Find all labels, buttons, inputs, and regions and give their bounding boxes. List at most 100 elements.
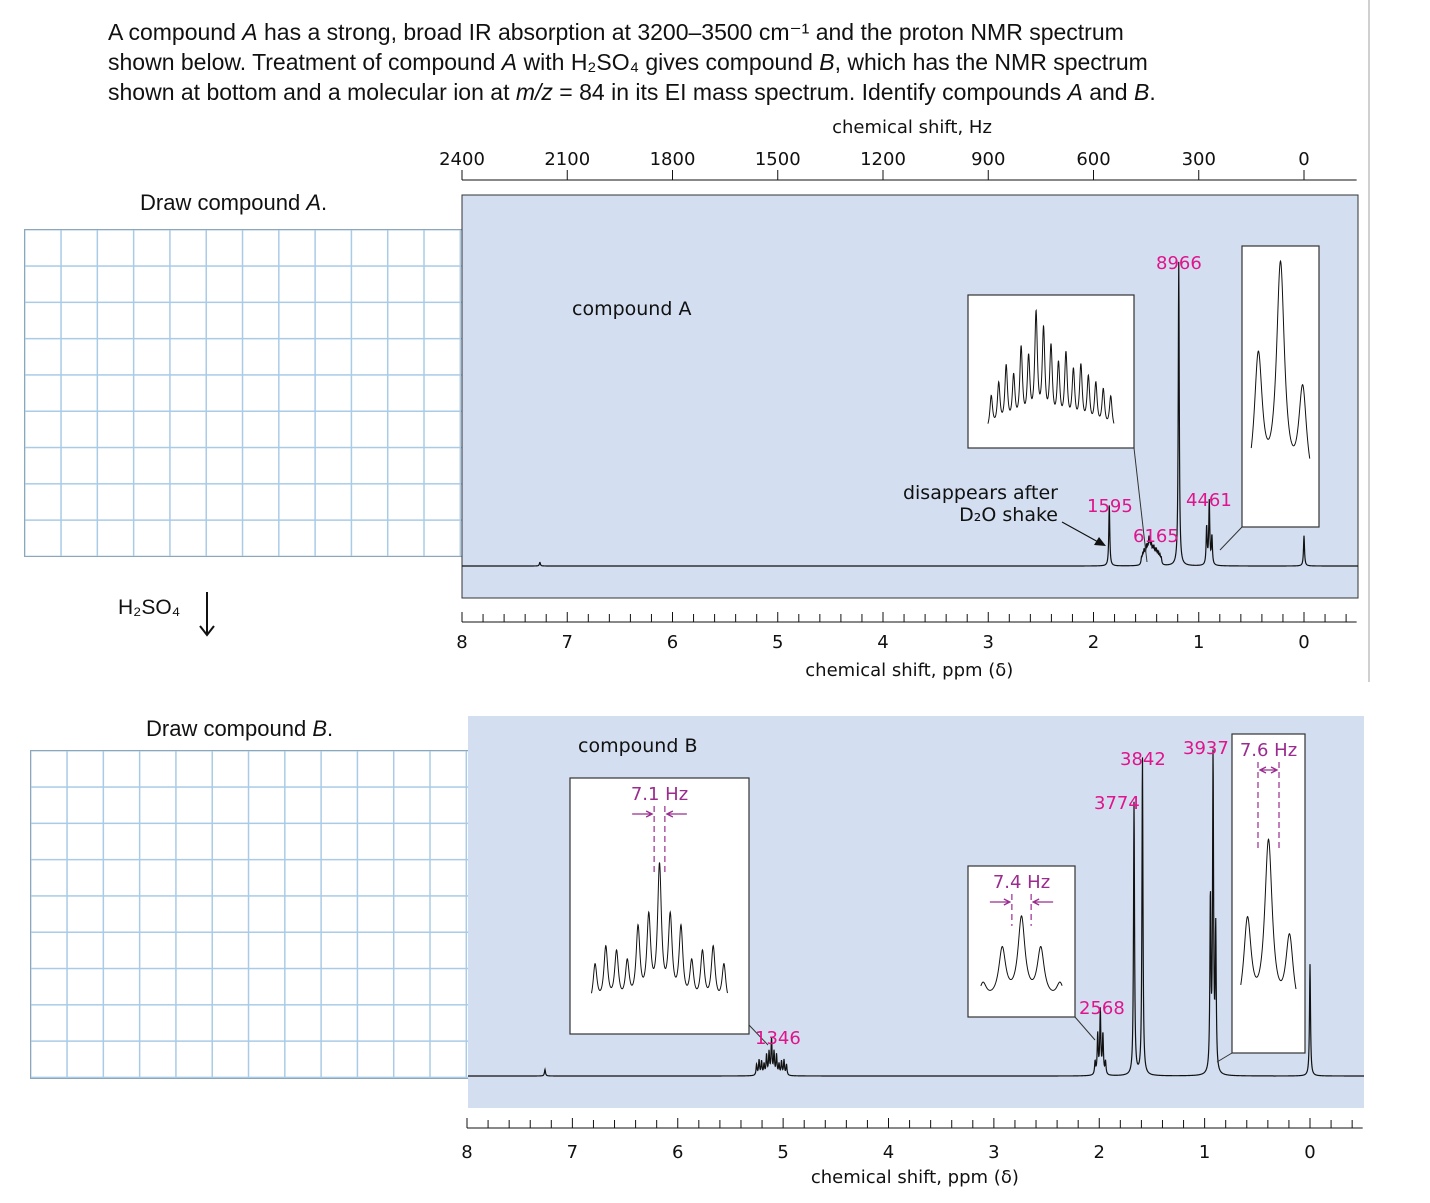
inset-box — [1231, 733, 1306, 1054]
inset-connector — [1133, 447, 1148, 563]
d2o-arrow — [1061, 521, 1101, 544]
ppm-tick-label: 8 — [456, 632, 467, 653]
ppm-tick-label: 0 — [1304, 1142, 1315, 1163]
hz-tick-label: 1200 — [860, 149, 906, 170]
spectrum-b — [466, 716, 1364, 1129]
drawing-canvas-b[interactable] — [30, 750, 503, 1079]
coupling-label: 7.4 Hz — [993, 872, 1050, 893]
variable-text: A — [501, 49, 518, 75]
inset-trace — [1240, 838, 1297, 990]
problem-text: A compound — [108, 19, 243, 45]
coupling-label: 7.1 Hz — [631, 784, 688, 805]
draw-compound-a-label: Draw compound A. — [140, 190, 327, 216]
problem-text: shown at bottom and a molecular ion at — [108, 79, 516, 105]
ppm-tick-label: 4 — [883, 1142, 894, 1163]
d2o-note: disappears after — [903, 482, 1058, 504]
drawing-canvas-a[interactable] — [24, 229, 498, 557]
inset-connector — [748, 1024, 769, 1046]
label-suffix: . — [321, 190, 328, 215]
panel-divider — [1368, 0, 1370, 682]
spectrum-trace — [462, 261, 1358, 567]
spectrum-panel — [468, 716, 1364, 1108]
arrowhead-icon — [1094, 537, 1106, 546]
inset-box — [967, 865, 1076, 1018]
spectrum-title: compound B — [578, 735, 697, 757]
ppm-tick-label: 3 — [988, 1142, 999, 1163]
integration-label: 1346 — [755, 1028, 801, 1049]
ppm-tick-label: 5 — [777, 1142, 788, 1163]
problem-text: has a strong, broad IR absorption at 320… — [257, 19, 1124, 45]
ppm-tick-label: 1 — [1193, 632, 1204, 653]
spectrum-a — [461, 170, 1359, 623]
x-axis-label: chemical shift, ppm (δ) — [811, 1167, 1019, 1188]
ppm-tick-label: 2 — [1094, 1142, 1105, 1163]
coupling-arrow-icon — [989, 898, 1054, 906]
integration-label: 3774 — [1094, 793, 1140, 814]
reagent-label: H₂SO₄ — [118, 596, 181, 619]
x2-axis-label: chemical shift, Hz — [832, 117, 992, 138]
problem-text: and — [1082, 79, 1134, 105]
problem-text: with H₂SO₄ gives compound — [517, 49, 820, 75]
spectrum-title: compound A — [572, 298, 691, 320]
integration-label: 6165 — [1133, 526, 1179, 547]
problem-line: shown at bottom and a molecular ion at m… — [108, 77, 1156, 107]
inset-trace — [980, 915, 1063, 991]
integration-label: 4461 — [1186, 490, 1232, 511]
inset-connector — [1074, 1016, 1096, 1041]
variable-text: B — [1133, 79, 1150, 105]
ppm-tick-label: 6 — [667, 632, 678, 653]
ppm-tick-label: 5 — [772, 632, 783, 653]
inset-box — [569, 777, 750, 1035]
draw-compound-b-label: Draw compound B. — [146, 716, 333, 742]
coupling-label: 7.6 Hz — [1240, 740, 1297, 761]
ppm-tick-label: 0 — [1298, 632, 1309, 653]
d2o-note: D₂O shake — [959, 504, 1058, 526]
inset-connector — [1216, 1052, 1233, 1063]
problem-text: . — [1149, 79, 1156, 105]
label-text: Draw compound — [140, 190, 307, 215]
inset-trace — [987, 308, 1115, 424]
hz-tick-label: 600 — [1076, 149, 1110, 170]
coupling-arrow-icon — [632, 810, 687, 818]
problem-statement: A compound A has a strong, broad IR abso… — [108, 17, 1156, 107]
inset-box — [1241, 245, 1320, 528]
label-var: B — [312, 716, 327, 741]
integration-label: 2568 — [1079, 998, 1125, 1019]
x-axis-label: chemical shift, ppm (δ) — [805, 660, 1013, 681]
spectrum-panel — [461, 194, 1359, 599]
label-text: Draw compound — [146, 716, 313, 741]
integration-label: 3842 — [1120, 749, 1166, 770]
coupling-arrow-icon — [1258, 766, 1279, 774]
ppm-tick-label: 7 — [567, 1142, 578, 1163]
reaction-arrow-icon — [199, 592, 215, 637]
ppm-tick-label: 6 — [672, 1142, 683, 1163]
inset-trace — [1250, 259, 1311, 459]
hz-tick-label: 1800 — [650, 149, 696, 170]
integration-label: 3937 — [1183, 738, 1229, 759]
variable-text: B — [819, 49, 835, 75]
ppm-tick-label: 8 — [461, 1142, 472, 1163]
integration-label: 8966 — [1156, 253, 1202, 274]
hz-tick-label: 900 — [971, 149, 1005, 170]
label-var: A — [306, 190, 321, 215]
ppm-tick-label: 1 — [1199, 1142, 1210, 1163]
ppm-tick-label: 7 — [562, 632, 573, 653]
hz-tick-label: 0 — [1298, 149, 1309, 170]
inset-box — [967, 294, 1135, 449]
variable-text: A — [242, 19, 258, 45]
hz-tick-label: 2400 — [439, 149, 485, 170]
spectrum-trace — [468, 749, 1364, 1077]
hz-tick-label: 300 — [1182, 149, 1216, 170]
hz-tick-label: 2100 — [544, 149, 590, 170]
ppm-tick-label: 4 — [877, 632, 888, 653]
problem-text: , which has the NMR spectrum — [834, 49, 1148, 75]
inset-connector — [1219, 526, 1243, 551]
hz-tick-label: 1500 — [755, 149, 801, 170]
label-suffix: . — [327, 716, 334, 741]
variable-text: A — [1067, 79, 1083, 105]
integration-label: 1595 — [1087, 496, 1133, 517]
problem-line: shown below. Treatment of compound A wit… — [108, 47, 1156, 77]
inset-trace — [590, 862, 728, 994]
variable-text: m/z — [515, 79, 553, 105]
ppm-tick-label: 2 — [1088, 632, 1099, 653]
